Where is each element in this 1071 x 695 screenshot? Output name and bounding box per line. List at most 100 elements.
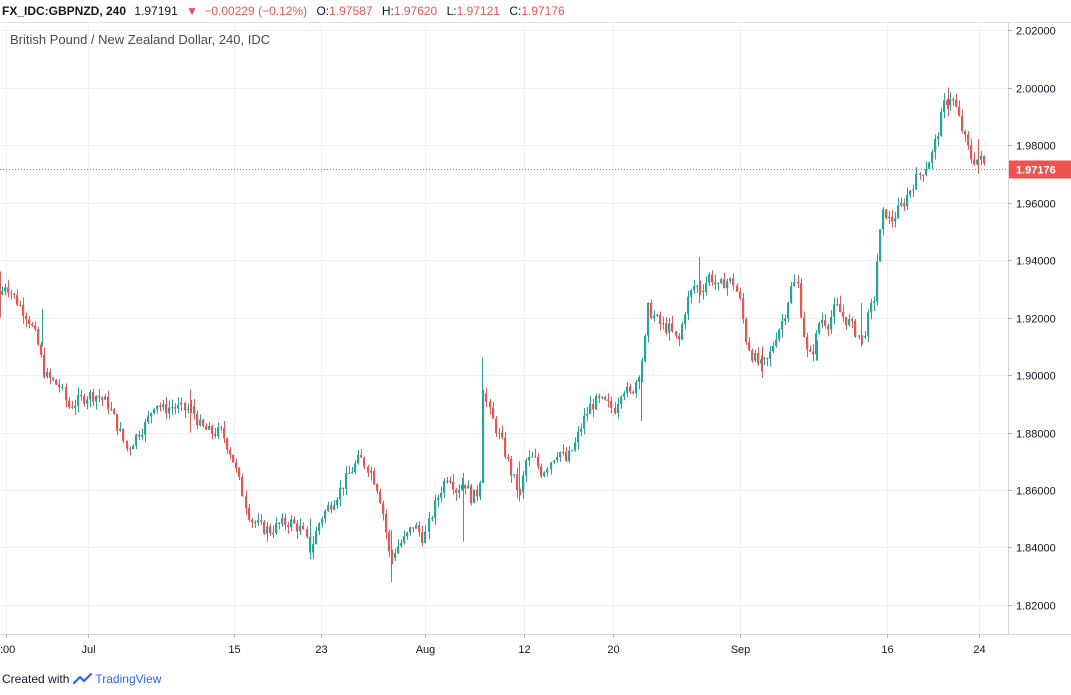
candle-body — [363, 457, 366, 467]
candle-body — [748, 342, 751, 351]
candle-body — [546, 469, 549, 473]
candle-body — [464, 484, 467, 489]
candle-body — [174, 407, 177, 409]
candle-body — [717, 282, 720, 285]
candle-body — [888, 216, 891, 219]
candle-body — [333, 505, 336, 510]
candle-body — [1, 291, 4, 295]
candle-body — [934, 138, 937, 152]
candle-body — [784, 318, 787, 321]
x-tick-label: Jul — [81, 644, 95, 656]
open-value: 1.97587 — [329, 4, 373, 18]
candle-body — [766, 358, 769, 360]
candle-body — [629, 386, 632, 392]
tradingview-logo[interactable]: TradingView — [73, 672, 161, 686]
candle-body — [876, 261, 879, 302]
candle-body — [449, 480, 452, 483]
candle-body — [949, 99, 952, 106]
candle-body — [324, 510, 327, 519]
candle-body — [885, 209, 888, 219]
candle-body — [156, 405, 159, 409]
candle-body — [485, 393, 488, 402]
candle-body — [321, 518, 324, 524]
candle-body — [406, 532, 409, 537]
candle-body — [912, 189, 915, 191]
candle-body — [714, 282, 717, 285]
candle-body — [424, 531, 427, 543]
time-axis[interactable]: :00 Jul 15 23 Aug 12 20 Sep 16 24 — [0, 634, 986, 656]
candle-body — [495, 418, 498, 434]
candle-body — [7, 287, 10, 293]
candle-body — [245, 496, 248, 509]
change-down-icon: ▼ — [186, 4, 198, 18]
low-label: L: — [446, 4, 457, 18]
candle-body — [516, 474, 519, 491]
candle-body — [394, 553, 397, 558]
candle-body — [729, 278, 732, 282]
candle-body — [89, 392, 92, 400]
candle-body — [260, 520, 263, 522]
candle-body — [806, 336, 809, 350]
candle-body — [336, 499, 339, 506]
candle-body — [388, 532, 391, 552]
candle-body — [52, 378, 55, 380]
candle-body — [559, 451, 562, 458]
price-axis[interactable]: 2.02000 2.00000 1.98000 1.96000 1.94000 1.920… — [1008, 26, 1056, 613]
x-tick-label: 24 — [973, 644, 985, 656]
candle-body — [489, 401, 492, 408]
y-tick-label: 1.84000 — [1016, 543, 1056, 555]
candle-body — [720, 279, 723, 283]
candle-body — [635, 381, 638, 393]
candle-body — [598, 395, 601, 398]
candle-body — [4, 287, 7, 292]
chart-legend: British Pound / New Zealand Dollar, 240,… — [10, 32, 271, 47]
candle-body — [522, 475, 525, 493]
candle-body — [556, 457, 559, 461]
candle-body — [354, 463, 357, 472]
candle-body — [739, 291, 742, 299]
candle-body — [13, 293, 16, 295]
candle-body — [662, 323, 665, 325]
candle-body — [818, 323, 821, 334]
candle-body — [848, 319, 851, 326]
symbol-label[interactable]: FX_IDC:GBPNZD, 240 — [2, 4, 127, 18]
candle-body — [428, 518, 431, 532]
candle-body — [830, 316, 833, 330]
candle-body — [800, 283, 803, 318]
candle-body — [638, 377, 641, 382]
candle-body — [199, 419, 202, 426]
candle-body — [232, 454, 235, 463]
candle-body — [513, 474, 516, 476]
x-tick-label: Aug — [416, 644, 436, 656]
candle-body — [693, 286, 696, 291]
candle-body — [574, 442, 577, 451]
candle-body — [65, 386, 68, 401]
candle-body — [467, 485, 470, 489]
candle-body — [861, 335, 864, 338]
candle-body — [443, 480, 446, 493]
candle-body — [150, 413, 153, 417]
candle-body — [699, 286, 702, 291]
candle-body — [440, 492, 443, 498]
candle-body — [763, 358, 766, 360]
candlestick-chart[interactable]: 2.02000 2.00000 1.98000 1.96000 1.94000 1.920… — [0, 22, 1071, 664]
candle-body — [327, 505, 330, 511]
candle-body — [171, 407, 174, 409]
candle-body — [101, 397, 104, 400]
candle-body — [790, 286, 793, 303]
candle-body — [80, 394, 83, 397]
candle-body — [711, 274, 714, 283]
candle-body — [867, 312, 870, 337]
last-price-label: 1.97176 — [1009, 160, 1071, 179]
tradingview-brand: TradingView — [95, 672, 162, 686]
candle-body — [955, 99, 958, 107]
last-close-value: 1.97191 — [134, 4, 178, 18]
candle-body — [687, 296, 690, 315]
close-label: C: — [509, 4, 522, 18]
candle-body — [196, 413, 199, 426]
candle-body — [909, 190, 912, 195]
y-tick-label: 1.90000 — [1016, 371, 1056, 383]
y-tick-label: 1.94000 — [1016, 256, 1056, 268]
candle-body — [797, 281, 800, 284]
candle-body — [446, 480, 449, 482]
